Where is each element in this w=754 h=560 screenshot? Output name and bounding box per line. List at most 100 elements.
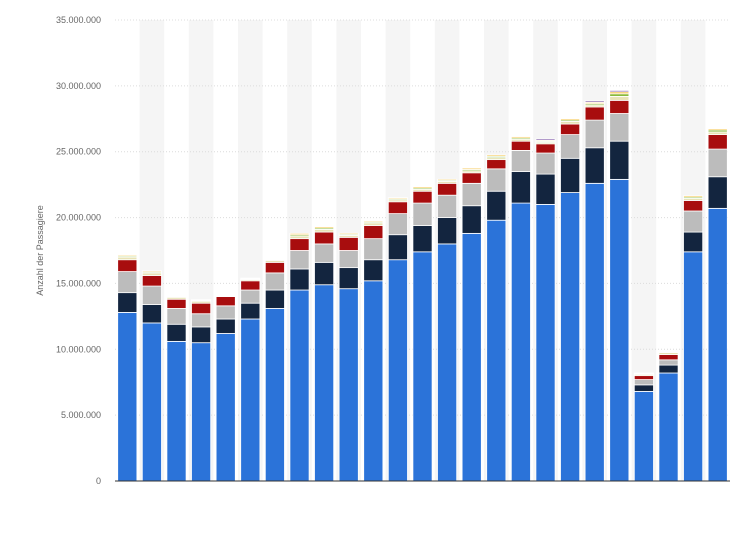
bar-segment	[461, 232, 482, 482]
bar-segment	[707, 176, 728, 209]
bar-segment	[264, 272, 285, 291]
bar-segment	[363, 280, 384, 482]
bar-segment	[363, 259, 384, 282]
bar-segment	[215, 318, 236, 334]
bar-segment	[141, 285, 162, 305]
bar-segment	[117, 312, 138, 482]
bar-segment	[486, 168, 507, 192]
bar-stack	[215, 296, 236, 482]
bar-segment	[609, 90, 630, 93]
bar-segment	[412, 202, 433, 226]
bar-segment	[609, 178, 630, 482]
bar-segment	[510, 202, 531, 482]
bar-segment	[387, 259, 408, 482]
bar-segment	[215, 305, 236, 320]
bar-segment	[609, 113, 630, 142]
bar-segment	[141, 304, 162, 324]
bar-stack	[314, 226, 335, 482]
bar-segment	[633, 372, 654, 375]
bar-segment	[240, 280, 261, 291]
bar-segment	[117, 259, 138, 272]
bar-segment	[363, 225, 384, 240]
bar-stack	[117, 254, 138, 482]
bar-segment	[338, 236, 359, 251]
bar-stack	[437, 178, 458, 482]
bar-segment	[658, 359, 679, 366]
bar-segment	[240, 302, 261, 320]
bar-segment	[707, 128, 728, 131]
bar-segment	[461, 182, 482, 207]
bar-segment	[707, 148, 728, 178]
bar-segment	[264, 258, 285, 260]
bar-stack	[363, 220, 384, 482]
bar-segment	[117, 271, 138, 294]
y-axis-ticks: 0 5.000.000 10.000.000 15.000.000 20.000.000…	[56, 15, 101, 486]
bar-segment	[166, 340, 187, 482]
bar-segment	[658, 364, 679, 374]
bar-segment	[289, 289, 310, 482]
bar-segment	[166, 323, 187, 342]
bar-segment	[437, 178, 458, 181]
bar-segment	[191, 299, 212, 301]
bar-segment	[707, 207, 728, 482]
bar-segment	[683, 200, 704, 212]
bar-segment	[363, 238, 384, 261]
bar-stack	[510, 136, 531, 482]
y-tick-label: 10.000.000	[56, 344, 101, 354]
bar-segment	[363, 220, 384, 223]
bar-segment	[141, 275, 162, 287]
bar-segment	[461, 172, 482, 184]
y-tick-label: 0	[96, 476, 101, 486]
bar-segment	[560, 134, 581, 159]
bar-segment	[191, 342, 212, 482]
bar-segment	[584, 106, 605, 121]
bar-segment	[387, 234, 408, 261]
bar-segment	[609, 140, 630, 180]
bar-segment	[387, 213, 408, 236]
bar-segment	[289, 268, 310, 291]
bar-segment	[683, 231, 704, 253]
bar-segment	[412, 225, 433, 253]
bar-segment	[658, 372, 679, 482]
bar-segment	[609, 99, 630, 114]
bar-segment	[633, 391, 654, 482]
bar-segment	[486, 159, 507, 170]
bar-stack	[707, 128, 728, 482]
bar-segment	[338, 232, 359, 235]
bar-segment	[658, 354, 679, 361]
bar-stack	[289, 232, 310, 482]
bar-segment	[584, 100, 605, 103]
bar-stack	[387, 197, 408, 482]
bar-segment	[215, 296, 236, 307]
bar-segment	[437, 194, 458, 218]
bar-segment	[560, 123, 581, 135]
bar-segment	[486, 154, 507, 157]
bar-segment	[609, 95, 630, 101]
bar-segment	[412, 186, 433, 189]
bar-segment	[191, 326, 212, 344]
bar-segment	[264, 261, 285, 274]
bar-segment	[191, 302, 212, 315]
bar-segment	[264, 308, 285, 482]
bar-segment	[240, 289, 261, 304]
bar-segment	[191, 313, 212, 328]
bar-segment	[314, 284, 335, 482]
bar-segment	[510, 149, 531, 172]
bar-segment	[314, 231, 335, 245]
bar-segment	[633, 375, 654, 380]
bar-segment	[584, 119, 605, 149]
bar-segment	[117, 254, 138, 257]
bar-segment	[289, 232, 310, 236]
bar-segment	[338, 250, 359, 269]
bar-stack	[535, 138, 556, 482]
bar-segment	[240, 277, 261, 280]
bar-segment	[289, 250, 310, 270]
y-tick-label: 35.000.000	[56, 15, 101, 25]
bar-segment	[584, 147, 605, 184]
bar-segment	[387, 201, 408, 215]
bar-segment	[264, 289, 285, 309]
bar-segment	[412, 251, 433, 482]
bar-segment	[166, 295, 187, 297]
bar-stack	[683, 195, 704, 482]
bar-segment	[387, 197, 408, 200]
